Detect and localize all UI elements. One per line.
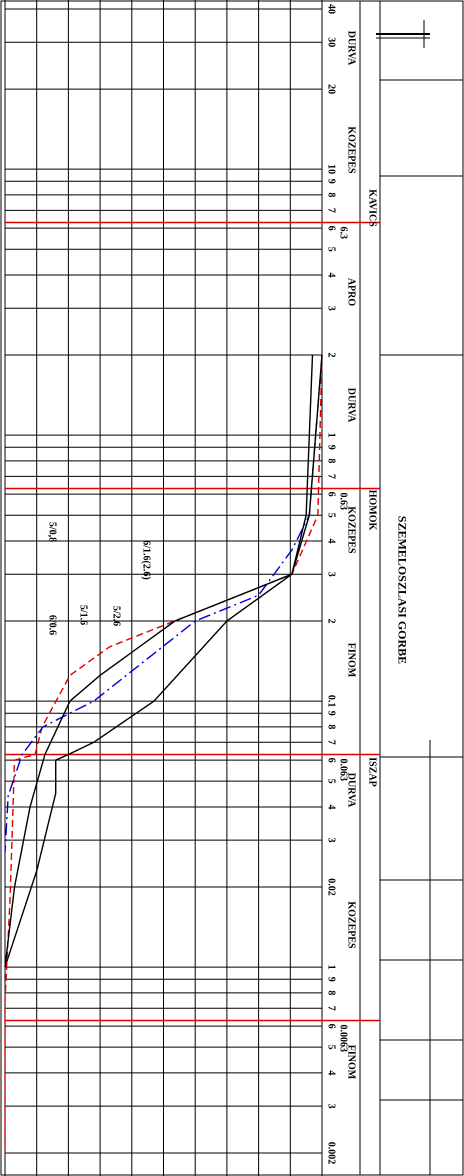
x-tick-label: 4 bbox=[326, 1070, 337, 1075]
x-tick-label: 2 bbox=[326, 353, 337, 358]
x-tick-label: 5 bbox=[326, 247, 337, 252]
fraction-label: FINOM bbox=[346, 643, 357, 678]
x-tick-label: 5 bbox=[326, 1045, 337, 1050]
x-tick-label: 2 bbox=[326, 619, 337, 624]
x-tick-label: 3 bbox=[326, 838, 337, 843]
boundary-label: 0.0063 bbox=[338, 1024, 349, 1052]
x-tick-label: 20 bbox=[326, 84, 337, 94]
x-tick-label: 8 bbox=[326, 990, 337, 995]
x-tick-label: 7 bbox=[326, 474, 337, 479]
fraction-label: APRO bbox=[346, 278, 357, 307]
x-tick-label: 3 bbox=[326, 306, 337, 311]
curve-label: 5/1.6 bbox=[78, 605, 89, 625]
x-tick-label: 4 bbox=[326, 272, 337, 277]
curve bbox=[4, 355, 323, 1153]
x-tick-label: 7 bbox=[326, 208, 337, 213]
x-tick-label: 6 bbox=[326, 492, 337, 497]
chart-title: SZEMELOSZLASI GORBE bbox=[395, 516, 409, 664]
soil-class-label: ISZAP bbox=[367, 757, 378, 786]
curve-label: 5/2.6 bbox=[111, 606, 122, 626]
x-tick-label: 8 bbox=[326, 192, 337, 197]
x-tick-label: 9 bbox=[326, 977, 337, 982]
curve bbox=[4, 355, 314, 968]
x-tick-label: 7 bbox=[326, 1006, 337, 1011]
x-tick-label: 9 bbox=[326, 711, 337, 716]
curve-label: 6/0.6 bbox=[47, 615, 58, 635]
soil-class-label: KAVICS bbox=[367, 189, 378, 227]
x-tick-label: 6 bbox=[326, 226, 337, 231]
curve-label: 6/1.6(2.6) bbox=[141, 540, 152, 579]
x-tick-label: 8 bbox=[326, 458, 337, 463]
x-tick-label: 0.002 bbox=[326, 1142, 337, 1165]
x-tick-label: 1 bbox=[326, 965, 337, 970]
x-tick-label: 6 bbox=[326, 1024, 337, 1029]
boundary-label: 0.63 bbox=[338, 492, 349, 510]
x-tick-label: 0.1 bbox=[326, 695, 337, 708]
x-tick-label: 5 bbox=[326, 513, 337, 518]
fraction-label: DURVA bbox=[346, 773, 357, 808]
fraction-label: KOZEPES bbox=[346, 901, 357, 949]
x-tick-label: 30 bbox=[326, 37, 337, 47]
annotation: 5/0,8 bbox=[47, 522, 58, 542]
x-tick-label: 10 bbox=[326, 164, 337, 174]
x-tick-label: 5 bbox=[326, 779, 337, 784]
x-tick-label: 6 bbox=[326, 758, 337, 763]
x-tick-label: 4 bbox=[326, 804, 337, 809]
curve bbox=[4, 354, 323, 853]
fraction-label: FINOM bbox=[346, 1045, 357, 1080]
x-tick-label: 4 bbox=[326, 538, 337, 543]
boundary-label: 0.063 bbox=[338, 758, 349, 781]
fraction-label: DURVA bbox=[346, 388, 357, 423]
fraction-label: KOZEPES bbox=[346, 126, 357, 174]
x-tick-label: 7 bbox=[326, 740, 337, 745]
x-tick-label: 3 bbox=[326, 572, 337, 577]
x-tick-label: 9 bbox=[326, 445, 337, 450]
x-tick-label: 9 bbox=[326, 179, 337, 184]
fraction-label: KOZEPES bbox=[346, 506, 357, 554]
x-tick-label: 8 bbox=[326, 724, 337, 729]
fraction-label: DURVA bbox=[346, 31, 357, 66]
x-tick-label: 1 bbox=[326, 433, 337, 438]
curve bbox=[4, 354, 323, 968]
x-tick-label: 3 bbox=[326, 1104, 337, 1109]
soil-class-label: HOMOK bbox=[367, 490, 378, 531]
boundary-label: 6.3 bbox=[338, 227, 349, 240]
x-tick-label: 0.02 bbox=[326, 878, 337, 896]
x-tick-label: 40 bbox=[326, 4, 337, 14]
